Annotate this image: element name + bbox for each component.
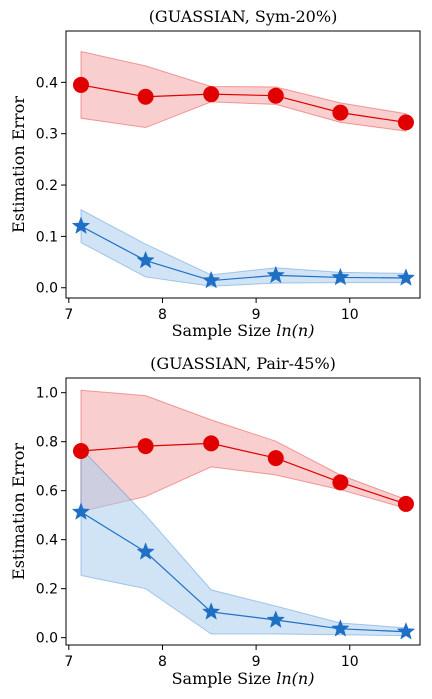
y-tick-label: 0.4 [36,75,58,91]
x-tick-label: 8 [158,654,167,670]
data-point [267,87,284,104]
series-line [80,442,407,505]
axes-frame [65,30,421,299]
confidence-band [80,208,407,287]
data-point [72,76,89,93]
data-point [396,622,416,640]
y-tick-label: 0.8 [36,435,58,451]
x-tick-label: 10 [341,654,359,670]
y-tick-label: 0.0 [36,631,58,647]
axes-frame [65,377,421,646]
x-tick-label: 9 [252,307,261,323]
data-point [203,86,220,103]
x-axis-title: Sample Size ln(n) [172,669,315,688]
x-tick-label: 7 [64,307,73,323]
chart-pair-45: (GUASSIAN, Pair-45%) 7 8 9 10 0.0 0.2 0.4 0.6 0.8… [9,354,421,688]
data-point [71,502,91,520]
data-point [203,435,220,452]
x-axis-title: Sample Size ln(n) [172,321,315,340]
y-tick-label: 0.1 [36,229,58,245]
y-tick-label: 0.2 [36,178,58,194]
plot-area [71,50,416,289]
series-line [80,84,407,123]
x-tick-label: 8 [158,307,167,323]
y-tick-label: 0.2 [36,582,58,598]
data-point [201,270,221,289]
x-tick-label: 7 [64,654,73,670]
x-axis-title-text: Sample Size [172,321,277,340]
series-line [80,511,406,633]
x-axis-title-math: ln(n) [276,669,314,688]
chart-title: (GUASSIAN, Sym-20%) [149,7,338,26]
y-tick-label: 1.0 [36,386,58,402]
y-tick-label: 0.3 [36,127,58,143]
y-tick-label: 0.6 [36,484,58,500]
y-axis-title: Estimation Error [9,443,28,580]
x-axis-title-text: Sample Size [172,669,277,688]
data-point [331,619,350,637]
data-point [396,268,416,286]
data-point [71,216,91,234]
data-point [136,542,155,560]
data-point [136,250,155,269]
data-point [332,474,349,491]
chart-title: (GUASSIAN, Pair-45%) [150,354,336,373]
chart-sym-20: (GUASSIAN, Sym-20%) 7 8 9 10 0.0 0.1 0.2 0.3 0.4 S… [9,7,421,340]
data-point [137,88,154,105]
data-point [397,114,414,131]
data-point [266,265,286,284]
confidence-band [80,50,407,132]
y-tick-label: 0.0 [36,281,58,297]
x-axis-title-math: ln(n) [276,321,314,340]
data-point [72,442,89,459]
x-tick-label: 10 [341,307,359,323]
y-tick-label: 0.4 [36,533,58,549]
plot-area [71,389,416,640]
data-point [267,450,284,467]
data-point [332,104,349,121]
series-line [80,225,406,282]
data-point [137,438,154,455]
data-point [266,610,286,628]
data-point [397,495,414,512]
data-point [331,267,350,286]
x-tick-label: 9 [252,654,261,670]
data-point [201,602,221,620]
y-axis-title: Estimation Error [9,96,28,233]
